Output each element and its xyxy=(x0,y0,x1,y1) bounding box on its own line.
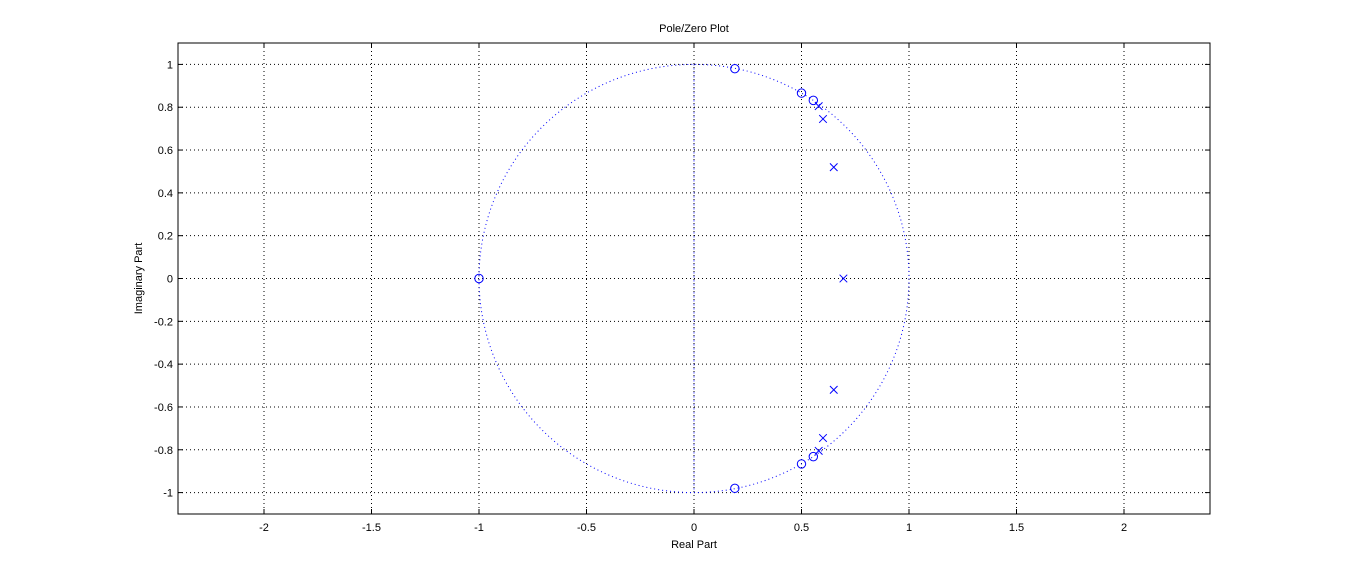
x-tick-label: 2 xyxy=(1121,522,1127,534)
zero-marker xyxy=(730,63,740,74)
x-tick-label: 0.5 xyxy=(794,522,809,534)
zero-marker xyxy=(796,459,807,469)
pole-marker xyxy=(829,163,838,172)
y-tick-label: -0.2 xyxy=(154,316,173,328)
plot-area-frame xyxy=(177,42,1211,515)
y-tick-label: 0.6 xyxy=(158,145,173,157)
pole-marker xyxy=(818,114,828,124)
ticks: -2 -1.5 -1 -0.5 0 0.5 1 1.5 2 -1 -0.8 -0.6 -0.4 -0.2 0… xyxy=(154,43,1210,534)
y-tick-label: -0.8 xyxy=(154,445,173,457)
x-tick-label: -1.5 xyxy=(362,522,381,534)
pole-marker xyxy=(839,274,848,283)
x-tick-label: 1 xyxy=(906,522,912,534)
chart-title: Pole/Zero Plot xyxy=(659,23,729,35)
x-tick-label: -2 xyxy=(259,522,269,534)
unit-circle-layer xyxy=(478,63,910,494)
zero-marker xyxy=(796,88,807,98)
x-tick-label: -1 xyxy=(474,522,484,534)
y-tick-label: 1 xyxy=(167,59,173,71)
pole-marker xyxy=(814,102,823,111)
y-tick-label: 0.4 xyxy=(158,188,173,200)
zero-marker xyxy=(474,273,484,284)
markers xyxy=(474,63,848,494)
zero-marker xyxy=(808,451,819,462)
y-tick-label: 0 xyxy=(167,274,173,286)
pole-marker xyxy=(829,385,838,394)
y-tick-label: -1 xyxy=(163,488,173,500)
x-tick-label: 1.5 xyxy=(1009,522,1024,534)
x-tick-label: 0 xyxy=(691,522,697,534)
x-tick-label: -0.5 xyxy=(577,522,596,534)
y-tick-label: 0.8 xyxy=(158,102,173,114)
y-tick-label: 0.2 xyxy=(158,231,173,243)
y-tick-label: -0.6 xyxy=(154,402,173,414)
pole-marker xyxy=(814,446,823,455)
zero-marker xyxy=(730,483,740,494)
x-axis-label: Real Part xyxy=(671,539,717,551)
zero-marker xyxy=(808,95,819,106)
y-tick-label: -0.4 xyxy=(154,359,173,371)
pole-marker xyxy=(818,433,828,443)
y-axis-label: Imaginary Part xyxy=(133,243,145,315)
grid xyxy=(178,43,1210,514)
